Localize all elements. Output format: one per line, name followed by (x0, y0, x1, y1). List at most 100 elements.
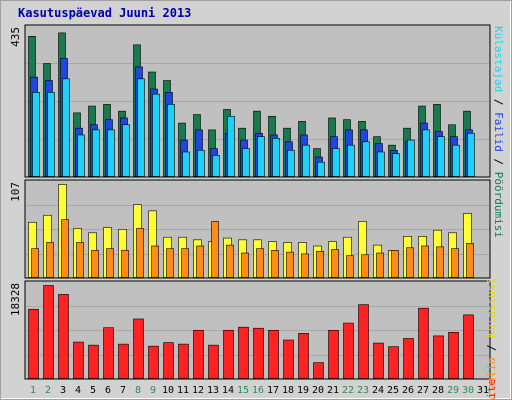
x-label-15: 15 (237, 385, 249, 396)
bar-hosts-20 (316, 250, 324, 278)
bar-kbytes-29 (448, 332, 459, 379)
bar-visitors-11 (182, 151, 190, 177)
bar-visitors-8 (137, 78, 145, 177)
legend-bytes: KBaite (485, 379, 498, 400)
bar-visitors-27 (422, 129, 430, 177)
bar-hosts-17 (271, 250, 279, 278)
bar-visitors-1 (32, 92, 40, 177)
bar-visitors-10 (167, 104, 175, 177)
bar-kbytes-16 (253, 327, 264, 379)
bar-hosts-10 (166, 248, 174, 278)
x-label-1: 1 (30, 385, 36, 396)
x-label-2: 2 (45, 385, 51, 396)
bar-hosts-16 (256, 248, 264, 278)
bar-visitors-4 (77, 134, 85, 177)
bar-visitors-21 (332, 148, 340, 177)
bar-kbytes-6 (103, 327, 114, 379)
legend-files: Failid (492, 112, 505, 152)
bar-hosts-26 (406, 247, 414, 278)
x-label-10: 10 (162, 385, 174, 396)
bar-hosts-25 (391, 250, 399, 278)
bar-kbytes-3 (58, 294, 69, 379)
legend-hosts: Arvutid (485, 357, 498, 400)
bar-kbytes-24 (373, 342, 384, 379)
bar-hosts-21 (331, 249, 339, 278)
legend-sep-2: / (492, 152, 505, 172)
bar-visitors-18 (287, 149, 295, 177)
bar-hosts-30 (466, 243, 474, 278)
legend-visits: Külastusi (485, 278, 498, 338)
x-label-30: 30 (462, 385, 474, 396)
bar-visitors-5 (92, 129, 100, 177)
bar-kbytes-15 (238, 326, 249, 379)
bar-hosts-2 (46, 242, 54, 278)
bar-kbytes-23 (358, 304, 369, 379)
x-label-24: 24 (372, 385, 384, 396)
legend-hits: Pöördumisi (492, 172, 505, 238)
x-label-11: 11 (177, 385, 189, 396)
bar-visitors-13 (212, 155, 220, 177)
bar-hosts-22 (346, 255, 354, 278)
bar-hosts-5 (91, 250, 99, 278)
bar-hosts-18 (286, 251, 294, 278)
bars-layer (28, 32, 475, 379)
bar-kbytes-19 (298, 333, 309, 379)
x-label-16: 16 (252, 385, 264, 396)
legend-sep-3: / (485, 338, 498, 358)
x-label-5: 5 (90, 385, 96, 396)
bar-kbytes-11 (178, 343, 189, 379)
bar-hosts-23 (361, 254, 369, 278)
bar-kbytes-10 (163, 342, 174, 379)
bar-visitors-6 (107, 129, 115, 177)
bar-hosts-7 (121, 250, 129, 278)
y-max-middle: 107 (9, 182, 22, 202)
bar-visitors-12 (197, 149, 205, 177)
bar-hosts-15 (241, 252, 249, 278)
bar-kbytes-13 (208, 344, 219, 379)
bar-visitors-24 (377, 151, 385, 177)
x-label-4: 4 (75, 385, 81, 396)
x-label-28: 28 (432, 385, 444, 396)
bar-visitors-22 (347, 144, 355, 177)
bar-kbytes-20 (313, 362, 324, 379)
bar-visitors-9 (152, 93, 160, 177)
x-label-12: 12 (192, 385, 204, 396)
bar-hosts-13 (211, 221, 219, 278)
x-label-27: 27 (417, 385, 429, 396)
x-label-25: 25 (387, 385, 399, 396)
bar-visitors-23 (362, 141, 370, 177)
bar-visitors-15 (242, 148, 250, 177)
bar-visitors-7 (122, 124, 130, 177)
bar-kbytes-25 (388, 346, 399, 379)
bar-kbytes-26 (403, 338, 414, 379)
bar-kbytes-14 (223, 329, 234, 379)
bar-hosts-3 (61, 219, 69, 278)
bar-hosts-1 (31, 248, 39, 278)
bar-visitors-25 (392, 153, 400, 177)
x-label-6: 6 (105, 385, 111, 396)
x-label-3: 3 (60, 385, 66, 396)
bar-kbytes-22 (343, 322, 354, 379)
bar-visitors-30 (467, 132, 475, 177)
x-label-18: 18 (282, 385, 294, 396)
x-label-13: 13 (207, 385, 219, 396)
x-label-31: 31 (477, 385, 489, 396)
x-label-8: 8 (135, 385, 141, 396)
bar-hosts-12 (196, 245, 204, 278)
bar-visitors-2 (47, 92, 55, 177)
x-label-21: 21 (327, 385, 339, 396)
bar-visitors-20 (317, 161, 325, 177)
bar-kbytes-7 (118, 343, 129, 379)
bar-kbytes-4 (73, 341, 84, 379)
x-label-29: 29 (447, 385, 459, 396)
x-label-7: 7 (120, 385, 126, 396)
x-label-22: 22 (342, 385, 354, 396)
bar-hosts-8 (136, 228, 144, 278)
y-max-top: 435 (9, 27, 22, 47)
bar-visitors-17 (272, 138, 280, 177)
legend-middle: Arvutid / Külastusi (485, 278, 498, 400)
bar-kbytes-27 (418, 307, 429, 379)
x-label-17: 17 (267, 385, 279, 396)
bar-kbytes-1 (28, 308, 39, 379)
